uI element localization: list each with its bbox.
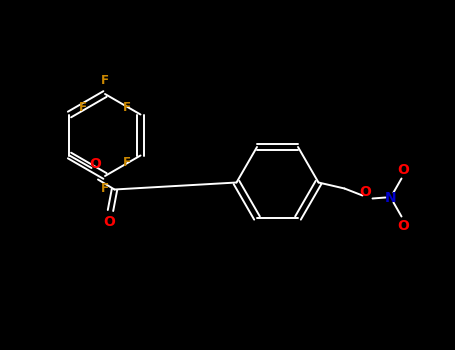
Text: O: O [359,186,371,199]
Text: F: F [79,101,86,114]
Text: O: O [90,158,101,172]
Text: O: O [104,215,116,229]
Text: F: F [101,182,109,196]
Text: F: F [122,156,131,169]
Text: O: O [398,162,410,176]
Text: F: F [122,101,131,114]
Text: N: N [384,190,396,204]
Text: O: O [398,218,410,232]
Text: F: F [101,75,109,88]
